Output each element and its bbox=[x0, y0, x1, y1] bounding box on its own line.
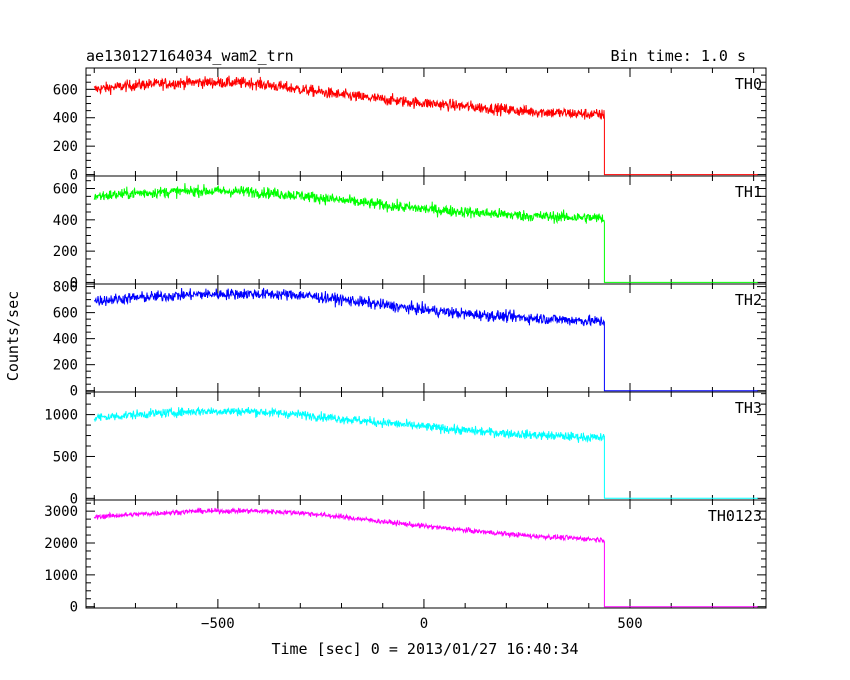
series-name-th2: TH2 bbox=[735, 291, 762, 309]
y-tick-label: 0 bbox=[70, 384, 78, 400]
y-tick-label: 0 bbox=[70, 491, 78, 507]
y-tick-label: 600 bbox=[53, 182, 78, 198]
panel-frame-th3 bbox=[85, 391, 767, 501]
y-tick-label: 200 bbox=[53, 244, 78, 260]
y-tick-label: 200 bbox=[53, 139, 78, 155]
series-line-th1 bbox=[93, 183, 758, 283]
panel-frame-th0123 bbox=[85, 499, 767, 609]
x-tick-label: −500 bbox=[201, 616, 235, 632]
y-axis-label: Counts/sec bbox=[4, 291, 22, 381]
x-tick-label: 500 bbox=[617, 616, 642, 632]
y-tick-label: 400 bbox=[53, 213, 78, 229]
y-tick-label: 2000 bbox=[44, 536, 78, 552]
y-tick-label: 0 bbox=[70, 600, 78, 616]
series-name-th0123: TH0123 bbox=[708, 507, 762, 525]
series-line-th0123 bbox=[93, 507, 758, 608]
y-tick-label: 1000 bbox=[44, 568, 78, 584]
series-name-th0: TH0 bbox=[735, 75, 762, 93]
y-tick-label: 0 bbox=[70, 275, 78, 291]
y-tick-label: 800 bbox=[53, 280, 78, 296]
series-name-th1: TH1 bbox=[735, 183, 762, 201]
series-line-th3 bbox=[93, 406, 758, 499]
x-tick-label: 0 bbox=[420, 616, 428, 632]
series-line-th0 bbox=[93, 75, 758, 176]
y-tick-label: 0 bbox=[70, 168, 78, 184]
y-tick-label: 400 bbox=[53, 111, 78, 127]
y-tick-label: 1000 bbox=[44, 408, 78, 424]
bin-time-label: Bin time: 1.0 s bbox=[611, 47, 746, 65]
series-name-th3: TH3 bbox=[735, 399, 762, 417]
chart-title: ae130127164034_wam2_trn bbox=[86, 47, 294, 65]
y-tick-label: 500 bbox=[53, 449, 78, 465]
y-tick-label: 600 bbox=[53, 82, 78, 98]
y-tick-label: 400 bbox=[53, 332, 78, 348]
y-tick-label: 3000 bbox=[44, 504, 78, 520]
y-tick-label: 600 bbox=[53, 306, 78, 322]
x-axis-label: Time [sec] 0 = 2013/01/27 16:40:34 bbox=[271, 640, 578, 658]
panel-frame-th2 bbox=[85, 283, 767, 393]
panels-group: 0 200 400 600 TH0 0 200 400 600 TH1 0 200 400 600 800 T… bbox=[44, 67, 767, 632]
series-line-th2 bbox=[94, 287, 758, 392]
y-tick-label: 200 bbox=[53, 358, 78, 374]
